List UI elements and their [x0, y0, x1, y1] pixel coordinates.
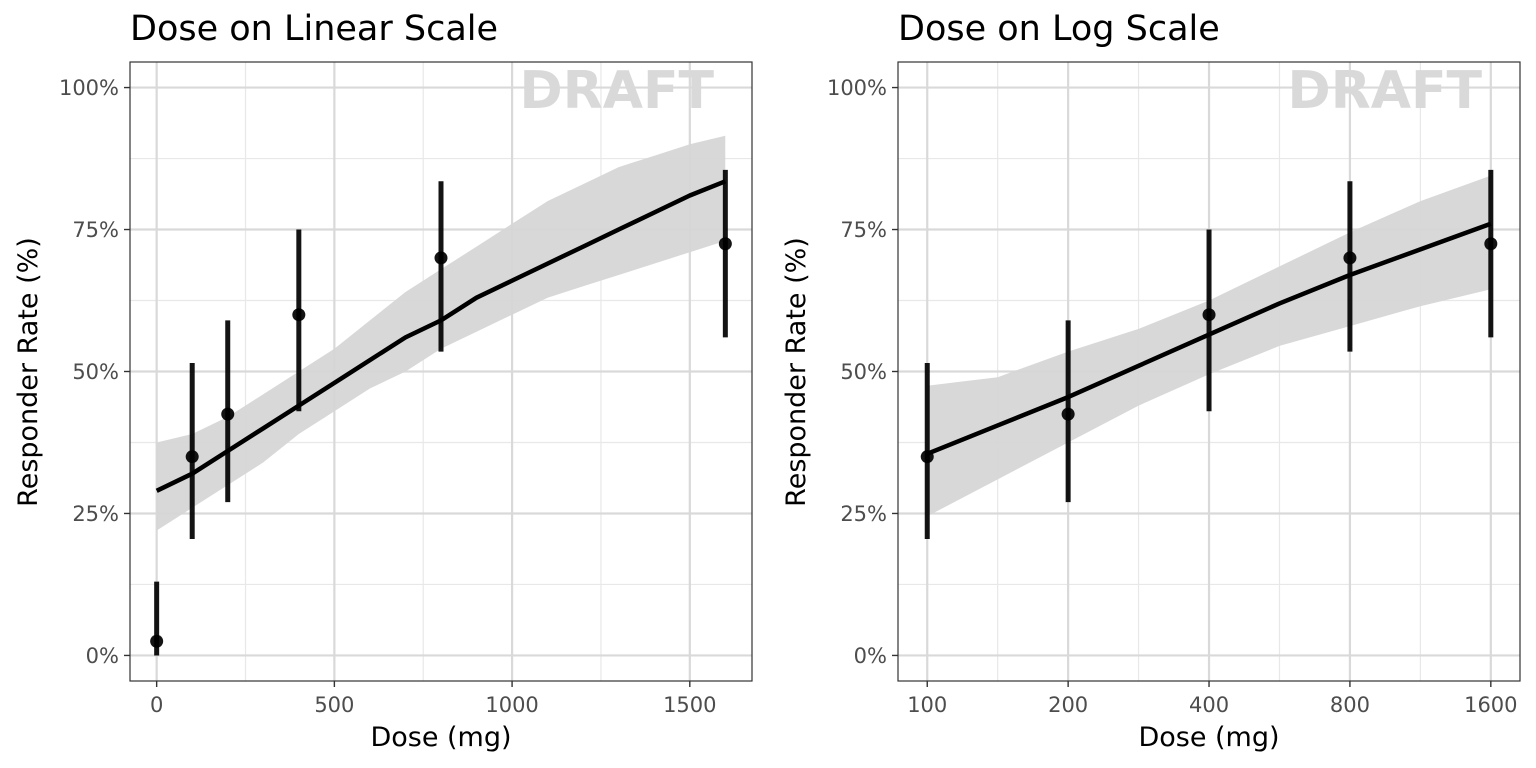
data-point	[1484, 237, 1498, 251]
x-tick-label: 500	[314, 693, 354, 717]
data-point-group	[718, 169, 732, 338]
data-point-group	[434, 181, 448, 352]
data-point-group	[185, 362, 199, 540]
data-point	[434, 251, 448, 265]
x-tick-label: 400	[1189, 693, 1229, 717]
y-axis-title: Responder Rate (%)	[781, 237, 812, 507]
panel-title: Dose on Log Scale	[898, 9, 1220, 49]
panel-title: Dose on Linear Scale	[130, 9, 498, 49]
y-tick-label: 50%	[840, 360, 887, 384]
x-tick-label: 800	[1330, 693, 1370, 717]
data-point-group	[1061, 320, 1075, 503]
data-point-group	[1202, 229, 1216, 412]
data-point-group	[150, 581, 164, 656]
data-point-group	[1343, 181, 1357, 352]
data-point	[185, 450, 199, 464]
x-tick-label: 0	[150, 693, 163, 717]
y-tick-label: 0%	[854, 644, 887, 668]
x-tick-label: 1000	[485, 693, 538, 717]
fit-line	[155, 179, 727, 493]
plot-area: DRAFT 100 200 400 800 1600 0% 25% 50% 75% 100%	[827, 61, 1521, 717]
data-point	[1202, 308, 1216, 322]
data-point	[1343, 251, 1357, 265]
y-tick-label: 75%	[72, 218, 119, 242]
watermark-text: DRAFT	[1288, 61, 1483, 121]
log-scale-panel: Dose on Log Scale DRAFT 100 200 400 800 1600 0…	[781, 9, 1521, 753]
x-axis-title: Dose (mg)	[370, 722, 511, 753]
data-point-group	[221, 320, 235, 503]
x-tick-label: 200	[1048, 693, 1088, 717]
data-point	[1061, 407, 1075, 421]
data-point	[150, 634, 164, 648]
data-point-group	[1484, 169, 1498, 338]
data-point-group	[292, 229, 306, 412]
linear-scale-panel: Dose on Linear Scale DRAFT 0 500 1000 1500 0%…	[13, 9, 753, 753]
data-point	[292, 308, 306, 322]
x-tick-label: 100	[907, 693, 947, 717]
y-tick-label: 50%	[72, 360, 119, 384]
y-axis-title: Responder Rate (%)	[13, 237, 44, 507]
data-point	[718, 237, 732, 251]
plot-area: DRAFT 0 500 1000 1500 0% 25% 50% 75% 100%	[59, 61, 753, 717]
y-tick-label: 0%	[86, 644, 119, 668]
data-point	[221, 407, 235, 421]
y-tick-label: 100%	[827, 76, 887, 100]
y-tick-label: 25%	[840, 502, 887, 526]
x-axis-title: Dose (mg)	[1138, 722, 1279, 753]
y-tick-label: 100%	[59, 76, 119, 100]
watermark-text: DRAFT	[520, 61, 715, 121]
y-tick-label: 25%	[72, 502, 119, 526]
y-tick-label: 75%	[840, 218, 887, 242]
x-tick-label: 1600	[1464, 693, 1517, 717]
x-tick-label: 1500	[663, 693, 716, 717]
fit-line	[926, 221, 1492, 456]
